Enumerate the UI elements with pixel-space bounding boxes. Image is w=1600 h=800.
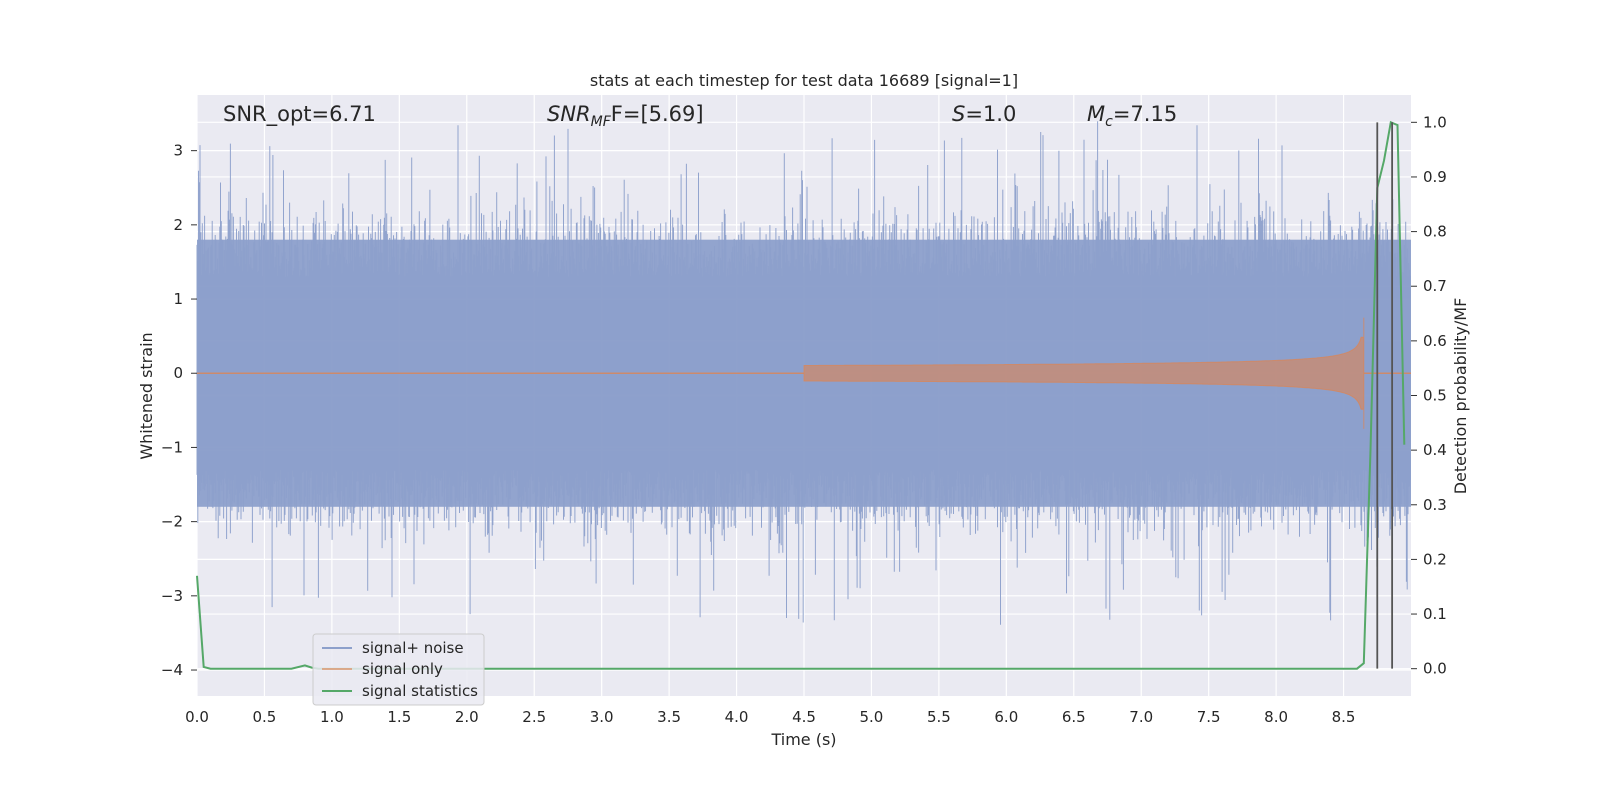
legend-box (312, 633, 485, 706)
legend: signal+ noise signal only signal statist… (312, 633, 485, 706)
x-tick-9: 4.5 (792, 708, 816, 726)
y-left-tick-6: −3 (161, 587, 183, 605)
y-left-tick-0: 3 (173, 142, 183, 160)
annotation-s: S=1.0 (952, 102, 1016, 126)
x-tick-10: 5.0 (860, 708, 884, 726)
y-right-tick-1: 0.9 (1423, 168, 1447, 186)
x-tick-3: 1.5 (387, 708, 411, 726)
x-tick-5: 2.5 (522, 708, 546, 726)
annotation-snr-mf: SNRMFF=[5.69] (547, 102, 704, 130)
y-right-tick-7: 0.3 (1423, 496, 1447, 514)
legend-label-signal-noise: signal+ noise (362, 639, 464, 657)
y-axis-label-right: Detection probability/MF (1451, 298, 1470, 495)
x-axis-label: Time (s) (770, 730, 836, 749)
y-right-tick-10: 0.0 (1423, 660, 1447, 678)
series-signal-statistics (196, 120, 1406, 670)
x-tick-1: 0.5 (253, 708, 277, 726)
vertical-markers (1376, 122, 1394, 669)
y-right-tick-0: 1.0 (1423, 113, 1447, 131)
legend-label-signal-statistics: signal statistics (362, 682, 478, 700)
x-tick-2: 1.0 (320, 708, 344, 726)
y-left-tick-5: −2 (161, 513, 183, 531)
x-tick-7: 3.5 (657, 708, 681, 726)
annotation-snr-opt: SNR_opt=6.71 (223, 102, 376, 127)
y-left-tick-4: −1 (161, 438, 183, 456)
y-right-tick-6: 0.4 (1423, 441, 1447, 459)
y-left-tick-2: 1 (173, 290, 183, 308)
y-left-tick-labels: 3 2 1 0 −1 −2 −3 −4 (161, 142, 197, 679)
x-tick-16: 8.0 (1264, 708, 1288, 726)
y-right-tick-labels: 1.0 0.9 0.8 0.7 0.6 0.5 0.4 0.3 0.2 0.1 0.0 (1411, 113, 1447, 678)
x-tick-8: 4.0 (725, 708, 749, 726)
y-right-tick-3: 0.7 (1423, 277, 1447, 295)
y-right-tick-9: 0.1 (1423, 605, 1447, 623)
y-left-tick-3: 0 (173, 364, 183, 382)
annotation-mc: Mc=7.15 (1087, 102, 1177, 130)
signal-statistics-line (196, 120, 1406, 670)
x-tick-6: 3.0 (590, 708, 614, 726)
y-axis-label-left: Whitened strain (137, 332, 156, 459)
x-tick-14: 7.0 (1129, 708, 1153, 726)
x-tick-labels: 0.0 0.5 1.0 1.5 2.0 2.5 3.0 3.5 4.0 4.5 5.0 5.5 6.0 6… (185, 708, 1355, 726)
y-left-tick-1: 2 (173, 216, 183, 234)
chart-title: stats at each timestep for test data 166… (590, 71, 1018, 90)
x-tick-15: 7.5 (1197, 708, 1221, 726)
x-tick-13: 6.5 (1062, 708, 1086, 726)
x-tick-0: 0.0 (185, 708, 209, 726)
x-tick-11: 5.5 (927, 708, 951, 726)
y-right-tick-5: 0.5 (1423, 387, 1447, 405)
x-tick-17: 8.5 (1332, 708, 1356, 726)
legend-label-signal-only: signal only (362, 660, 443, 678)
y-right-tick-4: 0.6 (1423, 332, 1447, 350)
y-left-tick-7: −4 (161, 661, 183, 679)
x-tick-12: 6.0 (994, 708, 1018, 726)
y-right-tick-8: 0.2 (1423, 550, 1447, 568)
y-right-tick-2: 0.8 (1423, 223, 1447, 241)
x-tick-4: 2.0 (455, 708, 479, 726)
